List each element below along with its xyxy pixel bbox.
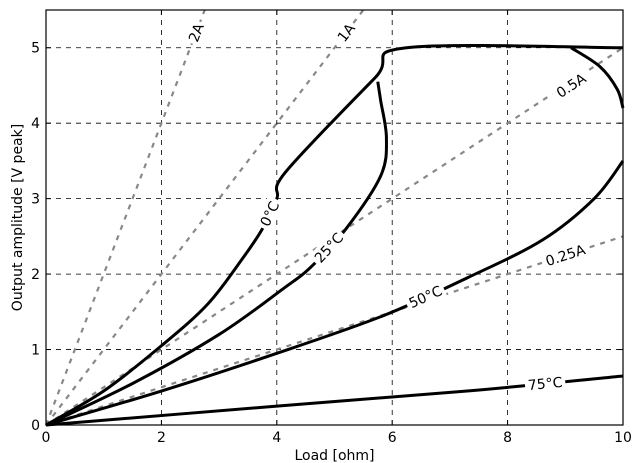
x-tick-label: 4 [272,430,281,446]
temperature-label-2-bg [403,280,448,314]
current-label-0.25A-bg [539,239,592,272]
current-label-2A: 2A [186,21,208,44]
x-tick-label: 6 [388,430,397,446]
grid [45,10,624,426]
temperature-label-3: 75°C [527,375,563,394]
temperature-label-1-bg [308,226,350,269]
current-label-1A-group: 1A [331,17,361,48]
temperature-label-3-group: 75°C [524,372,567,395]
current-label-1A-bg [331,17,361,48]
current-label-0.5A-group: 0.5A [549,66,593,105]
temperature-curve-4 [570,46,625,109]
current-label-2A-group: 2A [183,18,209,47]
temperature-label-2-group: 50°C [403,280,448,314]
current-label-1A: 1A [335,21,359,46]
y-axis-label: Output amplitude [V peak] [10,124,26,311]
current-label-0.5A-bg [549,66,593,105]
x-tick-label: 8 [503,430,512,446]
temperature-label-0-group: 0°C [254,195,285,232]
temperature-label-3-bg [524,372,567,395]
current-lines [44,9,624,427]
temperature-label-0-bg [254,195,285,232]
x-tick-label: 10 [614,430,632,446]
current-line-1A [45,9,365,426]
y-tick-label: 4 [31,116,40,132]
x-axis-label: Load [ohm] [294,448,374,463]
current-line-0.25A [45,235,624,427]
current-label-2A-bg [183,18,209,47]
temperature-curve-2 [45,159,625,427]
plot-frame [45,9,624,426]
current-line-2A [44,9,206,426]
y-tick-label: 0 [31,418,40,434]
x-ticks: 0 2 4 6 8 10 [42,10,632,446]
y-tick-label: 5 [31,41,40,57]
x-tick-label: 0 [42,430,51,446]
y-tick-label: 3 [31,192,40,208]
y-tick-label: 1 [31,343,40,359]
current-label-0.25A-group: 0.25A [539,239,592,272]
x-tick-label: 2 [157,430,166,446]
y-ticks: 0 1 2 3 4 5 [31,41,623,434]
y-tick-label: 2 [31,267,40,283]
